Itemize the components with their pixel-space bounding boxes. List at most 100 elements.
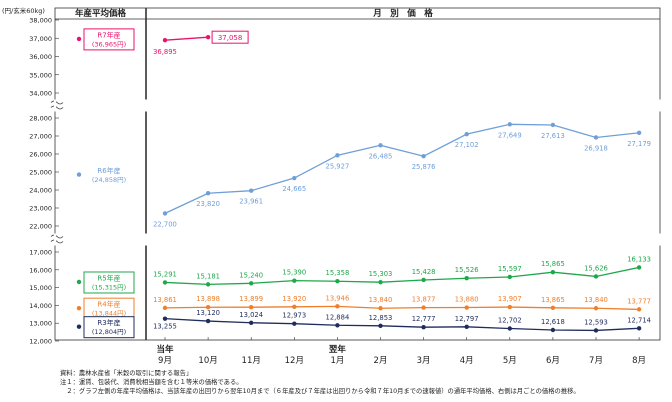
data-label: 16,133 <box>627 255 651 263</box>
data-point <box>550 305 556 311</box>
data-label: 12,797 <box>455 315 479 323</box>
data-label: 15,291 <box>153 270 177 278</box>
x-tick-label: 3月 <box>417 356 431 366</box>
avg-box <box>83 28 135 51</box>
x-year-label: 翌年 <box>329 344 347 355</box>
data-label: 13,255 <box>153 323 177 331</box>
avg-series-name: R7年産 <box>97 30 120 39</box>
data-label: 26,918 <box>584 144 608 152</box>
x-year-label: 当年 <box>156 344 174 355</box>
data-point <box>550 270 556 275</box>
data-point <box>205 282 211 287</box>
y-tick-label: 26,000 <box>29 151 52 159</box>
data-label: 12,884 <box>326 313 350 321</box>
data-point <box>636 307 642 312</box>
data-point <box>636 130 642 135</box>
data-point <box>636 326 642 331</box>
avg-series-name: R3年産 <box>97 318 120 327</box>
data-label: 13,880 <box>455 296 479 304</box>
avg-value: (36,965円) <box>92 40 126 48</box>
data-point <box>421 154 426 159</box>
data-point <box>249 320 254 325</box>
data-point <box>162 211 168 216</box>
data-point <box>464 305 469 310</box>
data-label: 13,865 <box>541 296 565 304</box>
x-tick-label: 10月 <box>198 356 217 366</box>
y-tick-label: 12,000 <box>29 338 52 346</box>
data-label: 15,358 <box>326 269 350 277</box>
x-tick-label: 5月 <box>503 356 517 366</box>
data-point <box>162 37 168 43</box>
x-tick-label: 9月 <box>158 356 172 366</box>
y-tick-label: 14,000 <box>29 302 52 310</box>
data-point <box>162 280 168 285</box>
data-label: 15,865 <box>541 260 565 268</box>
data-point <box>421 305 426 310</box>
data-label: 25,927 <box>326 162 350 170</box>
data-point <box>335 153 340 158</box>
y-tick-label: 22,000 <box>29 223 52 231</box>
data-point <box>378 306 383 311</box>
data-point <box>507 326 512 331</box>
x-tick-label: 2月 <box>374 356 388 366</box>
y-tick-label: 17,000 <box>29 249 52 257</box>
avg-box <box>83 271 135 294</box>
data-point <box>507 304 512 310</box>
data-point <box>593 306 599 311</box>
data-point <box>292 175 297 181</box>
rice-price-chart: 年産平均価格 月 別 価 格 (円/玄米60kg) 34,000 35,000 36,00… <box>2 6 661 366</box>
data-label: 27,613 <box>541 132 565 140</box>
x-tick-label: 8月 <box>632 356 646 366</box>
avg-box <box>84 164 134 186</box>
avg-point <box>76 36 82 42</box>
data-point <box>335 279 340 284</box>
chart-notes: 資料：農林水産省「米穀の取引に関する報告」 注１：運賃、包装代、消費税相当額を含… <box>60 369 670 396</box>
x-tick-label: 6月 <box>546 356 560 366</box>
data-point <box>249 188 254 193</box>
data-point <box>335 304 340 309</box>
data-point <box>378 323 383 329</box>
avg-series-name: R5年産 <box>97 273 120 282</box>
data-label: 13,946 <box>326 294 350 302</box>
data-point <box>162 305 168 311</box>
y-tick-label: 16,000 <box>29 266 52 274</box>
data-label: 13,920 <box>282 295 306 303</box>
data-label: 15,597 <box>498 265 522 273</box>
data-label: 27,649 <box>498 131 522 139</box>
x-tick-label: 12月 <box>285 356 304 366</box>
data-point <box>162 316 168 321</box>
data-label: 13,877 <box>412 296 436 304</box>
y-tick-label: 15,000 <box>29 284 52 292</box>
axis-break-mark <box>50 234 64 244</box>
data-point <box>249 281 254 286</box>
data-label: 22,700 <box>153 220 177 228</box>
data-label: 13,840 <box>369 296 393 304</box>
data-label: 12,593 <box>584 318 608 326</box>
x-tick-label: 11月 <box>242 356 261 366</box>
data-label: 12,618 <box>541 318 565 326</box>
data-label-box <box>211 30 249 44</box>
data-label: 12,973 <box>282 312 306 320</box>
data-label: 13,777 <box>627 297 651 305</box>
data-point <box>593 328 599 333</box>
avg-point <box>76 305 82 311</box>
x-tick-label: 4月 <box>460 356 474 366</box>
left-column-header: 年産平均価格 <box>75 8 127 19</box>
data-label: 36,895 <box>153 48 177 56</box>
data-label: 15,390 <box>282 269 306 277</box>
avg-value: (12,804円) <box>92 328 126 336</box>
data-label: 27,179 <box>627 140 651 148</box>
y-tick-label: 27,000 <box>29 133 52 141</box>
avg-series-name: R6年産 <box>97 166 120 175</box>
x-tick-label: 7月 <box>589 356 603 366</box>
series-line <box>164 123 640 214</box>
data-label: 13,120 <box>196 309 220 317</box>
data-label: 23,961 <box>239 198 263 206</box>
data-point <box>507 122 512 127</box>
y-tick-label: 37,000 <box>29 35 52 43</box>
data-label: 12,714 <box>627 316 651 324</box>
avg-box <box>83 316 135 339</box>
data-point <box>507 274 512 280</box>
data-label: 13,907 <box>498 295 522 303</box>
avg-value: (13,844円) <box>92 310 126 318</box>
